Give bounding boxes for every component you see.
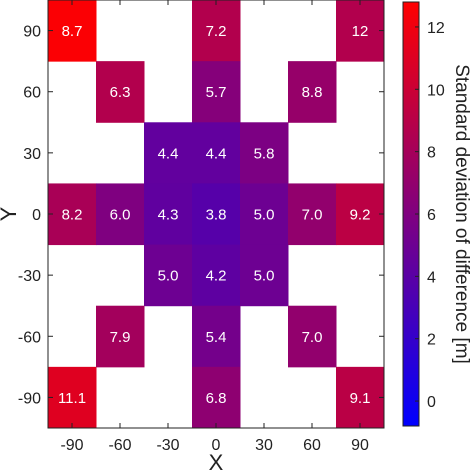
- cell-value-label: 4.4: [158, 145, 179, 162]
- cell-value-label: 11.1: [58, 390, 86, 407]
- heatmap-cell: [96, 61, 145, 123]
- heatmap-cell: [288, 305, 337, 368]
- cell-value-label: 9.1: [350, 390, 371, 407]
- x-tick-label: 60: [303, 437, 321, 454]
- x-tick-label: -90: [60, 437, 83, 454]
- cell-value-label: 4.3: [158, 207, 179, 224]
- cell-value-label: 5.0: [254, 268, 275, 285]
- heatmap-cell: [336, 366, 385, 429]
- heatmap-cell: [192, 366, 241, 429]
- y-tick-label: -90: [18, 390, 41, 407]
- x-tick-label: 90: [351, 437, 369, 454]
- colorbar-tick-label: 12: [427, 20, 445, 37]
- y-tick-label: 90: [23, 24, 41, 41]
- cell-value-label: 5.8: [254, 145, 275, 162]
- heatmap-cell: [288, 183, 337, 246]
- x-axis-ticks: -90 -60 -30 0 30 60 90: [60, 0, 369, 454]
- cell-value-label: 6.0: [110, 207, 131, 224]
- cell-value-labels: 8.7 7.2 12 6.3 5.7 8.8 4.4 4.4 5.8 8.2 6.0 4.3 3.8 5.…: [58, 23, 370, 407]
- y-tick-label: -30: [18, 268, 41, 285]
- colorbar-ticks: 0 2 4 6 8 10 12: [415, 20, 445, 411]
- colorbar-tick-label: 4: [427, 269, 436, 286]
- heatmap-cell: [192, 183, 241, 246]
- cell-value-label: 7.9: [110, 329, 131, 346]
- heatmap-cell: [96, 183, 145, 246]
- y-axis-ticks: 90 60 30 0 -30 -60 -90: [18, 24, 384, 407]
- x-tick-label: 30: [255, 437, 273, 454]
- heatmap-cell: [144, 183, 193, 246]
- cell-value-label: 7.0: [302, 329, 323, 346]
- cell-value-label: 7.2: [206, 23, 227, 40]
- colorbar-tick-label: 6: [427, 207, 436, 224]
- heatmap-cell: [288, 61, 337, 123]
- heatmap-cell: [240, 183, 289, 246]
- heatmap-cell: [192, 0, 241, 62]
- y-tick-label: 0: [32, 207, 41, 224]
- x-tick-label: -60: [108, 437, 131, 454]
- y-tick-label: 60: [23, 85, 41, 102]
- heatmap-cell: [144, 122, 193, 184]
- cell-value-label: 7.0: [302, 207, 323, 224]
- cell-value-label: 9.2: [350, 207, 371, 224]
- heatmap-cell: [144, 244, 193, 307]
- cell-value-label: 8.2: [62, 207, 83, 224]
- heatmap-cell: [336, 0, 385, 62]
- colorbar-tick-label: 10: [427, 82, 445, 99]
- y-tick-label: -60: [18, 329, 41, 346]
- heatmap-cell: [192, 61, 241, 123]
- cell-value-label: 6.3: [110, 84, 131, 101]
- x-tick-label: -30: [156, 437, 179, 454]
- y-axis-label: Y: [0, 206, 21, 221]
- heatmap-cells: [48, 0, 385, 429]
- cell-value-label: 5.4: [206, 329, 227, 346]
- colorbar-tick-label: 0: [427, 394, 436, 411]
- x-tick-label: 0: [212, 437, 221, 454]
- heatmap-cell: [240, 122, 289, 184]
- heatmap-cell: [48, 0, 97, 62]
- colorbar-label: Standard deviation of difference [m]: [451, 64, 472, 364]
- heatmap-cell: [240, 244, 289, 307]
- heatmap-cell: [48, 183, 97, 246]
- cell-value-label: 3.8: [206, 207, 227, 224]
- heatmap-cell: [48, 366, 97, 429]
- heatmap-cell: [192, 305, 241, 368]
- cell-value-label: 5.0: [254, 207, 275, 224]
- cell-value-label: 12: [352, 23, 369, 40]
- cell-value-label: 8.8: [302, 84, 323, 101]
- cell-value-label: 4.4: [206, 145, 227, 162]
- cell-value-label: 6.8: [206, 390, 227, 407]
- colorbar-tick-label: 8: [427, 145, 436, 162]
- cell-value-label: 4.2: [206, 268, 227, 285]
- cell-value-label: 5.7: [206, 84, 227, 101]
- heatmap-cell: [96, 305, 145, 368]
- y-tick-label: 30: [23, 146, 41, 163]
- cell-value-label: 5.0: [158, 268, 179, 285]
- heatmap-cell: [192, 122, 241, 184]
- heatmap-cell: [192, 244, 241, 307]
- cell-value-label: 8.7: [62, 23, 83, 40]
- x-axis-label: X: [209, 450, 224, 474]
- heatmap-cell: [336, 183, 385, 246]
- colorbar-tick-label: 2: [427, 332, 436, 349]
